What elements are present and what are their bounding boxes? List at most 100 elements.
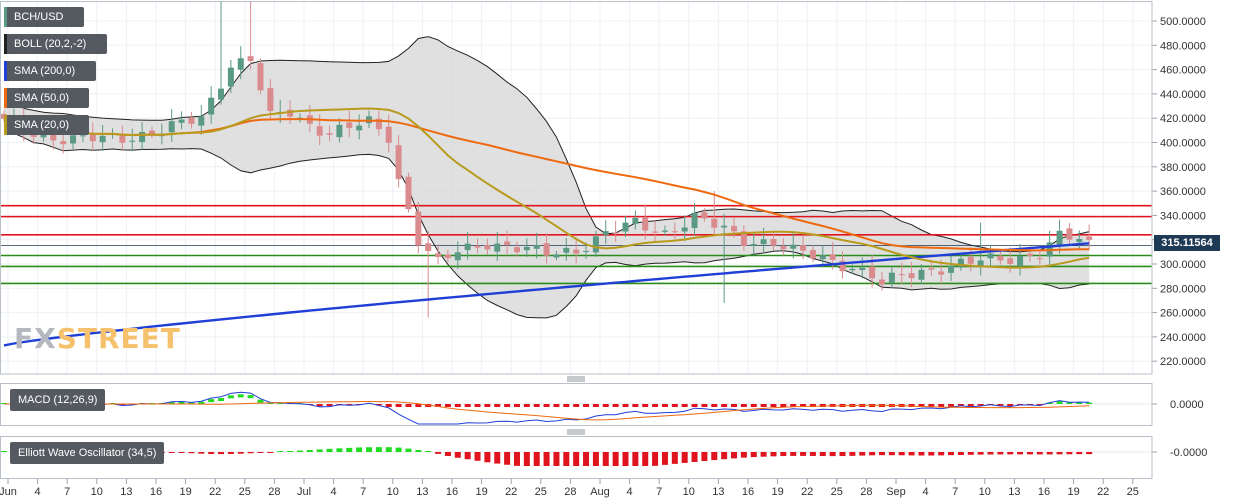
- candle-down: [997, 255, 1004, 261]
- histogram-bar: [652, 452, 659, 466]
- x-tick-label: 7: [360, 486, 366, 498]
- symbol-label[interactable]: BCH/USD: [4, 7, 84, 27]
- candle-up: [178, 119, 185, 123]
- ewo-label[interactable]: Elliott Wave Oscillator (34,5): [10, 442, 165, 464]
- y-tick-label: 460.0000: [1160, 65, 1206, 77]
- histogram-bar: [346, 447, 353, 452]
- candle-up: [948, 265, 955, 273]
- boll-label[interactable]: BOLL (20,2,-2): [4, 34, 107, 54]
- histogram-bar: [770, 452, 777, 457]
- y-tick-label: 240.0000: [1160, 332, 1206, 344]
- candle-up: [494, 243, 501, 252]
- histogram-bar: [957, 452, 964, 455]
- x-tick-label: 4: [35, 486, 41, 498]
- histogram-bar: [790, 452, 797, 456]
- sma20-line: [3, 107, 1090, 269]
- histogram-bar: [188, 452, 195, 454]
- y-tick-label: 260.0000: [1160, 308, 1206, 320]
- candle-down: [829, 254, 836, 260]
- x-tick-label: 13: [120, 486, 132, 498]
- histogram-bar: [622, 404, 629, 407]
- candle-down: [967, 256, 974, 264]
- panel-resize-handle[interactable]: [567, 376, 585, 382]
- histogram-bar: [543, 452, 550, 466]
- histogram-bar: [513, 452, 520, 466]
- bollinger-lower: [3, 132, 1090, 319]
- candle-up: [40, 134, 47, 138]
- candle-up: [583, 250, 590, 253]
- x-tick-label: 16: [150, 486, 162, 498]
- sma20-label[interactable]: SMA (20,0): [4, 115, 89, 135]
- macd-label[interactable]: MACD (12,26,9): [10, 389, 106, 411]
- histogram-bar: [780, 452, 787, 457]
- candle-up: [227, 67, 234, 87]
- histogram-bar: [750, 452, 757, 458]
- histogram-bar: [504, 452, 511, 465]
- sma50-label[interactable]: SMA (50,0): [4, 88, 89, 108]
- histogram-bar: [809, 404, 816, 407]
- x-tick-label: 4: [331, 486, 337, 498]
- x-tick-label: 7: [952, 486, 958, 498]
- y-tick-label: 420.0000: [1160, 113, 1206, 125]
- histogram-bar: [385, 404, 392, 407]
- candle-down: [287, 109, 294, 117]
- candle-down: [612, 232, 619, 234]
- x-tick-label: 25: [239, 486, 251, 498]
- histogram-bar: [533, 404, 540, 407]
- candle-down: [1026, 253, 1033, 256]
- histogram-bar: [444, 452, 451, 456]
- histogram-bar: [573, 404, 580, 407]
- candle-up: [622, 222, 629, 232]
- candle-down: [405, 176, 412, 210]
- x-tick-label: Jun: [0, 486, 17, 498]
- candle-up: [553, 254, 560, 258]
- histogram-bar: [454, 452, 461, 458]
- histogram-bar: [405, 448, 412, 452]
- histogram-bar: [819, 404, 826, 407]
- histogram-bar: [809, 452, 816, 456]
- candle-down: [395, 145, 402, 180]
- candle-down: [1036, 258, 1043, 260]
- candle-down: [188, 117, 195, 124]
- histogram-bar: [306, 449, 313, 452]
- histogram-bar: [750, 404, 757, 407]
- histogram-bar: [287, 451, 294, 452]
- histogram-bar: [494, 452, 501, 464]
- y-tick-label: 300.0000: [1160, 259, 1206, 271]
- sma20-swatch: [4, 115, 7, 135]
- macd-panel-frame: [0, 383, 1153, 426]
- histogram-bar: [385, 447, 392, 452]
- candle-up: [454, 252, 461, 261]
- candle-down: [701, 212, 708, 219]
- price-axis: 500.0000 480.0000 460.0000 440.0000 420.0000…: [1152, 16, 1206, 368]
- histogram-bar: [592, 404, 599, 407]
- candle-down: [385, 126, 392, 143]
- candle-up: [99, 135, 106, 143]
- candle-up: [721, 225, 728, 228]
- y-tick-label: 400.0000: [1160, 138, 1206, 150]
- histogram-bar: [681, 404, 688, 407]
- sma200-label[interactable]: SMA (200,0): [4, 61, 96, 81]
- candle-up: [681, 227, 688, 232]
- histogram-bar: [395, 447, 402, 452]
- histogram-bar: [1056, 401, 1063, 404]
- candle-up: [356, 125, 363, 131]
- panel-resize-handle[interactable]: [567, 429, 585, 435]
- histogram-bar: [484, 404, 491, 407]
- candle-up: [790, 244, 797, 249]
- x-tick-label: 10: [91, 486, 103, 498]
- histogram-bar: [375, 447, 382, 452]
- histogram-bar: [543, 404, 550, 407]
- candle-up: [1017, 255, 1024, 267]
- candle-up: [70, 135, 77, 144]
- candle-down: [1066, 228, 1073, 240]
- x-tick-label: 19: [1067, 486, 1079, 498]
- histogram-bar: [711, 404, 718, 407]
- candle-up: [691, 212, 698, 229]
- histogram-bar: [198, 401, 205, 404]
- histogram-bar: [790, 404, 797, 407]
- candle-up: [563, 247, 570, 253]
- x-tick-label: 28: [268, 486, 280, 498]
- histogram-bar: [1, 451, 7, 452]
- histogram-bar: [247, 395, 254, 399]
